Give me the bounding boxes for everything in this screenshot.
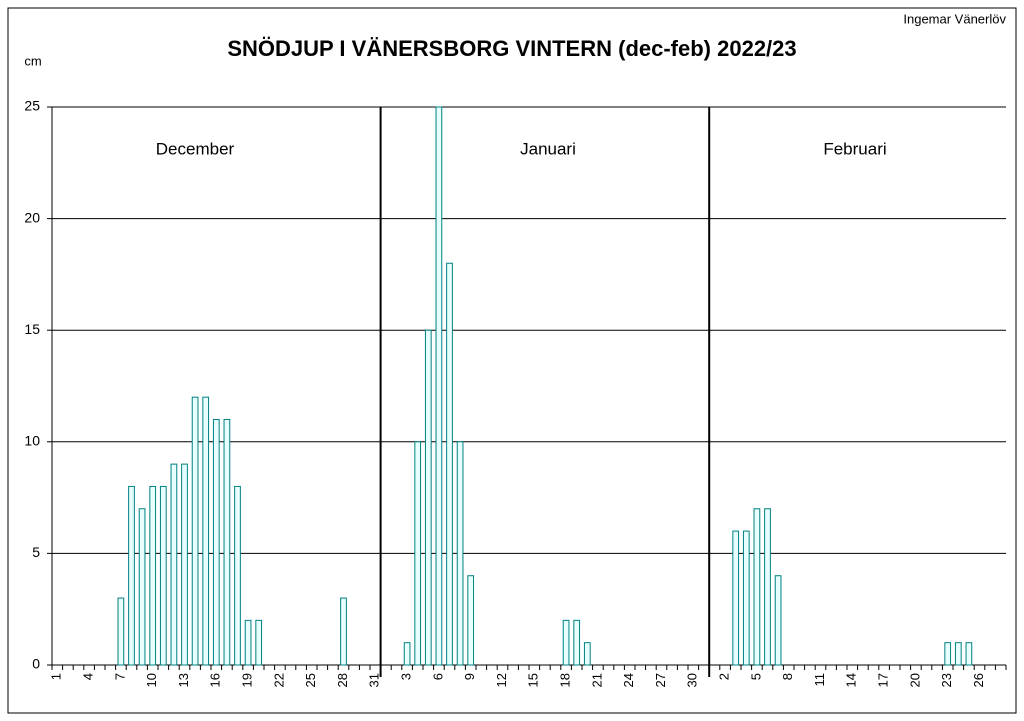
x-tick-label: 28: [335, 673, 350, 687]
bar: [244, 619, 252, 666]
x-tick-label: 23: [939, 673, 954, 687]
bar: [753, 508, 761, 666]
x-tick-label: 22: [271, 673, 286, 687]
y-tick-label: 0: [32, 656, 40, 672]
bar: [965, 642, 973, 666]
bar: [138, 508, 146, 666]
x-tick-label: 11: [812, 673, 827, 687]
chart-frame: [7, 7, 1017, 714]
y-tick-label: 5: [32, 544, 40, 560]
bar: [202, 396, 210, 666]
x-tick-label: 26: [971, 673, 986, 687]
x-tick-label: 19: [240, 673, 255, 687]
x-tick-label: 7: [112, 673, 127, 680]
credit: Ingemar Vänerlöv: [903, 11, 1006, 26]
month-label: Januari: [520, 139, 576, 158]
x-tick-label: 10: [144, 673, 159, 687]
x-tick-label: 25: [303, 673, 318, 687]
bar: [223, 418, 231, 666]
x-tick-label: 4: [81, 673, 96, 680]
x-tick-label: 30: [685, 673, 700, 687]
bar: [170, 463, 178, 666]
y-tick-label: 20: [24, 209, 40, 225]
bar: [255, 619, 263, 666]
bar: [764, 508, 771, 666]
x-tick-label: 6: [430, 673, 445, 680]
y-axis-label: cm: [24, 53, 41, 68]
x-tick-label: 18: [558, 673, 573, 687]
x-tick-label: 5: [748, 673, 763, 680]
x-tick-label: 13: [176, 673, 191, 687]
bar: [954, 642, 962, 666]
bar: [774, 575, 782, 666]
x-tick-label: 31: [367, 673, 382, 687]
bar: [435, 106, 443, 666]
bar: [456, 441, 464, 666]
chart-title: SNÖDJUP I VÄNERSBORG VINTERN (dec-feb) 2…: [227, 36, 796, 61]
y-tick-label: 25: [24, 98, 40, 114]
bar: [414, 441, 422, 666]
x-tick-label: 8: [780, 673, 795, 680]
bar: [944, 642, 952, 666]
bar: [159, 485, 167, 666]
x-tick-label: 3: [399, 673, 414, 680]
x-tick-label: 24: [621, 673, 636, 687]
x-tick-label: 27: [653, 673, 668, 687]
bar: [573, 619, 581, 666]
x-tick-label: 1: [49, 673, 64, 680]
y-tick-label: 10: [24, 433, 40, 449]
x-tick-label: 15: [526, 673, 541, 687]
y-tick-label: 15: [24, 321, 40, 337]
bar: [117, 597, 125, 666]
bar: [340, 597, 347, 666]
bar: [149, 485, 157, 666]
x-tick-label: 9: [462, 673, 477, 680]
bar: [583, 642, 591, 666]
bar: [562, 619, 570, 666]
bar: [234, 485, 241, 666]
x-tick-label: 21: [589, 673, 604, 687]
bar: [424, 329, 432, 666]
bar: [191, 396, 199, 666]
bar: [732, 530, 740, 666]
month-label: Februari: [823, 139, 886, 158]
bar: [181, 463, 188, 666]
x-tick-label: 16: [208, 673, 223, 687]
x-tick-label: 20: [907, 673, 922, 687]
x-tick-label: 2: [717, 673, 732, 680]
x-tick-label: 12: [494, 673, 509, 687]
month-label: December: [156, 139, 235, 158]
bar: [742, 530, 750, 666]
x-tick-label: 17: [876, 673, 891, 687]
bar: [212, 418, 220, 666]
bar: [128, 485, 135, 666]
bar: [446, 262, 453, 666]
bar: [403, 642, 411, 666]
bar: [467, 575, 475, 666]
x-tick-label: 14: [844, 673, 859, 687]
